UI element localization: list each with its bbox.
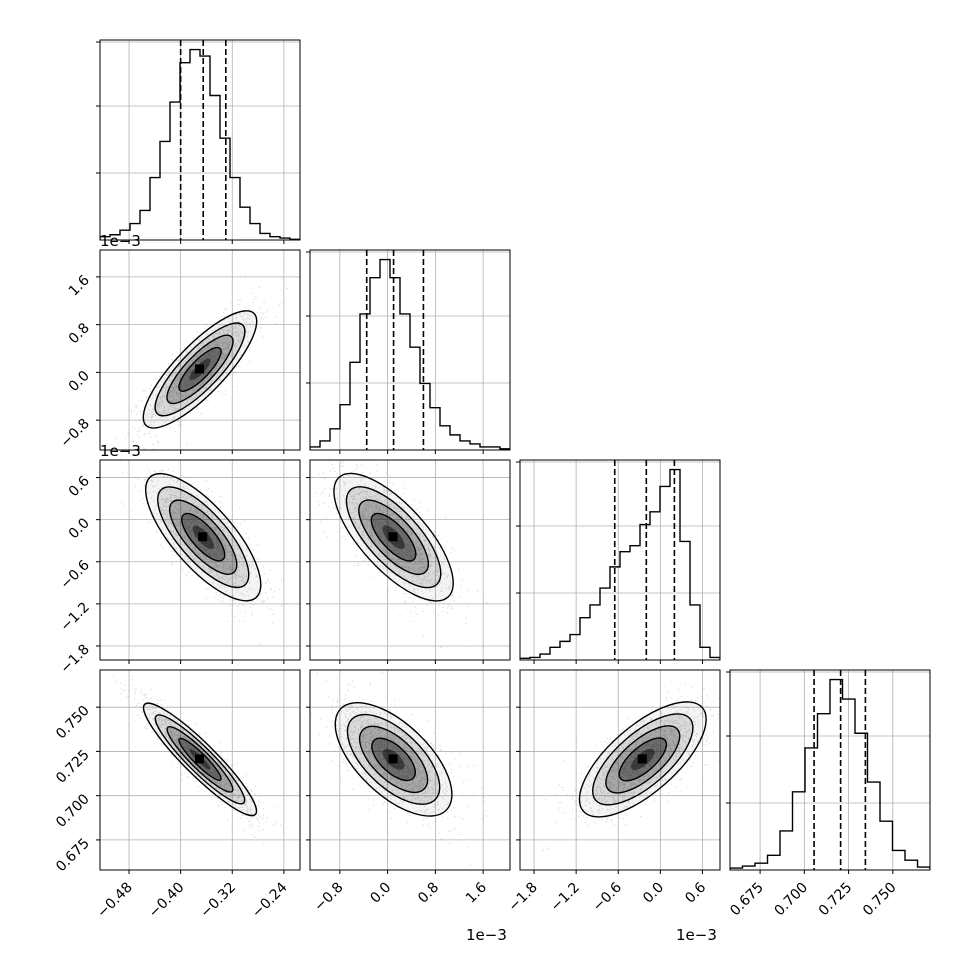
offset-label-x-p2: 1e−3: [676, 926, 717, 944]
offset-label-x-p1: 1e−3: [466, 926, 507, 944]
x-tick-label: 0.725: [816, 880, 856, 920]
y-tick-label: 0.0: [66, 515, 93, 542]
x-tick-label: −1.8: [506, 880, 541, 915]
density-contour: [618, 737, 668, 782]
y-tick-label: 0.725: [53, 747, 93, 787]
offset-label-y-p2: 1e−3: [100, 442, 141, 460]
density-contour: [142, 310, 258, 429]
density-contour: [334, 701, 453, 817]
density-contour: [178, 346, 222, 392]
density-peak: [388, 532, 398, 542]
x-tick-label: 1.6: [463, 879, 490, 906]
panel-scatter-1-0: [96, 249, 301, 454]
x-tick-label: 0.8: [415, 880, 442, 907]
density-contour: [166, 726, 234, 793]
axes-frame: [309, 669, 511, 871]
axes-frame: [309, 249, 511, 451]
density-contour: [169, 499, 238, 575]
y-tick-label: 0.8: [66, 320, 93, 347]
density-contour: [345, 486, 442, 589]
axes-frame: [99, 249, 301, 451]
axes-frame: [519, 459, 721, 661]
scatter-points: [315, 460, 487, 648]
density-contour: [358, 725, 429, 794]
x-tick-label: 0.675: [727, 880, 767, 920]
scatter-points: [310, 671, 488, 866]
y-tick-label: 0.750: [53, 703, 93, 743]
density-peak: [637, 754, 647, 764]
axes-frame: [519, 669, 721, 871]
density-contour: [181, 512, 226, 562]
histogram-step: [520, 468, 720, 660]
x-tick-label: −0.32: [197, 880, 239, 922]
panel-scatter-3-1: [306, 669, 511, 874]
y-tick-label: −0.8: [57, 416, 92, 451]
x-tick-label: 0.700: [772, 880, 812, 920]
x-tick-label: 0.0: [367, 880, 394, 907]
density-peak: [195, 364, 204, 374]
density-contour: [346, 713, 441, 805]
axes-frame: [99, 459, 301, 661]
x-tick-label: −0.24: [249, 879, 291, 921]
panel-scatter-3-0: [96, 669, 301, 874]
y-tick-label: −0.6: [57, 557, 92, 592]
panel-hist-2: [516, 459, 721, 664]
x-tick-label: 0.750: [860, 880, 900, 920]
y-tick-label: 1.6: [66, 272, 93, 299]
density-contour: [605, 725, 681, 794]
axes-frame: [309, 459, 511, 661]
x-tick-label: −1.2: [548, 880, 583, 915]
density-contour: [371, 737, 416, 782]
density-contour: [592, 713, 694, 806]
axes-frame: [729, 669, 931, 871]
x-tick-label: −0.40: [146, 880, 188, 922]
density-contour: [166, 334, 234, 405]
histogram-step: [730, 678, 930, 870]
x-tick-label: 0.6: [682, 879, 709, 906]
density-contour: [370, 512, 417, 562]
density-contour: [178, 737, 222, 781]
axes-frame: [99, 669, 301, 871]
y-tick-label: 0.0: [66, 368, 93, 395]
axes-frame: [99, 39, 301, 241]
x-tick-label: −0.8: [311, 880, 346, 915]
density-peak: [388, 754, 398, 764]
panel-hist-1: [306, 249, 511, 454]
y-tick-label: 0.675: [53, 835, 93, 875]
panel-hist-3: [726, 669, 931, 874]
density-contour: [144, 472, 262, 602]
y-tick-label: −1.2: [57, 599, 92, 634]
density-contour: [333, 472, 454, 602]
histogram-step: [310, 258, 510, 450]
x-tick-label: −0.6: [590, 879, 625, 914]
panel-scatter-2-1: [306, 459, 511, 664]
density-peak: [195, 754, 204, 764]
density-contour: [142, 702, 258, 817]
density-contour: [154, 714, 246, 805]
panel-scatter-2-0: [96, 459, 301, 664]
density-contour: [578, 701, 707, 818]
offset-labels: 1e−3 1e−3 1e−3 1e−3: [100, 232, 717, 944]
x-tick-label: 0.0: [640, 880, 667, 907]
y-tick-label: 0.6: [66, 473, 93, 500]
density-contour: [358, 499, 429, 575]
y-tick-label: 0.700: [53, 791, 93, 831]
offset-label-y-p1: 1e−3: [100, 232, 141, 250]
y-tick-label: −1.8: [57, 641, 92, 676]
histogram-step: [100, 48, 300, 240]
x-tick-label: −0.48: [94, 880, 136, 922]
density-contour: [154, 322, 246, 417]
density-peak: [198, 532, 208, 542]
panel-scatter-3-2: [516, 669, 721, 874]
panel-hist-0: [96, 39, 301, 244]
density-contour: [157, 486, 250, 589]
